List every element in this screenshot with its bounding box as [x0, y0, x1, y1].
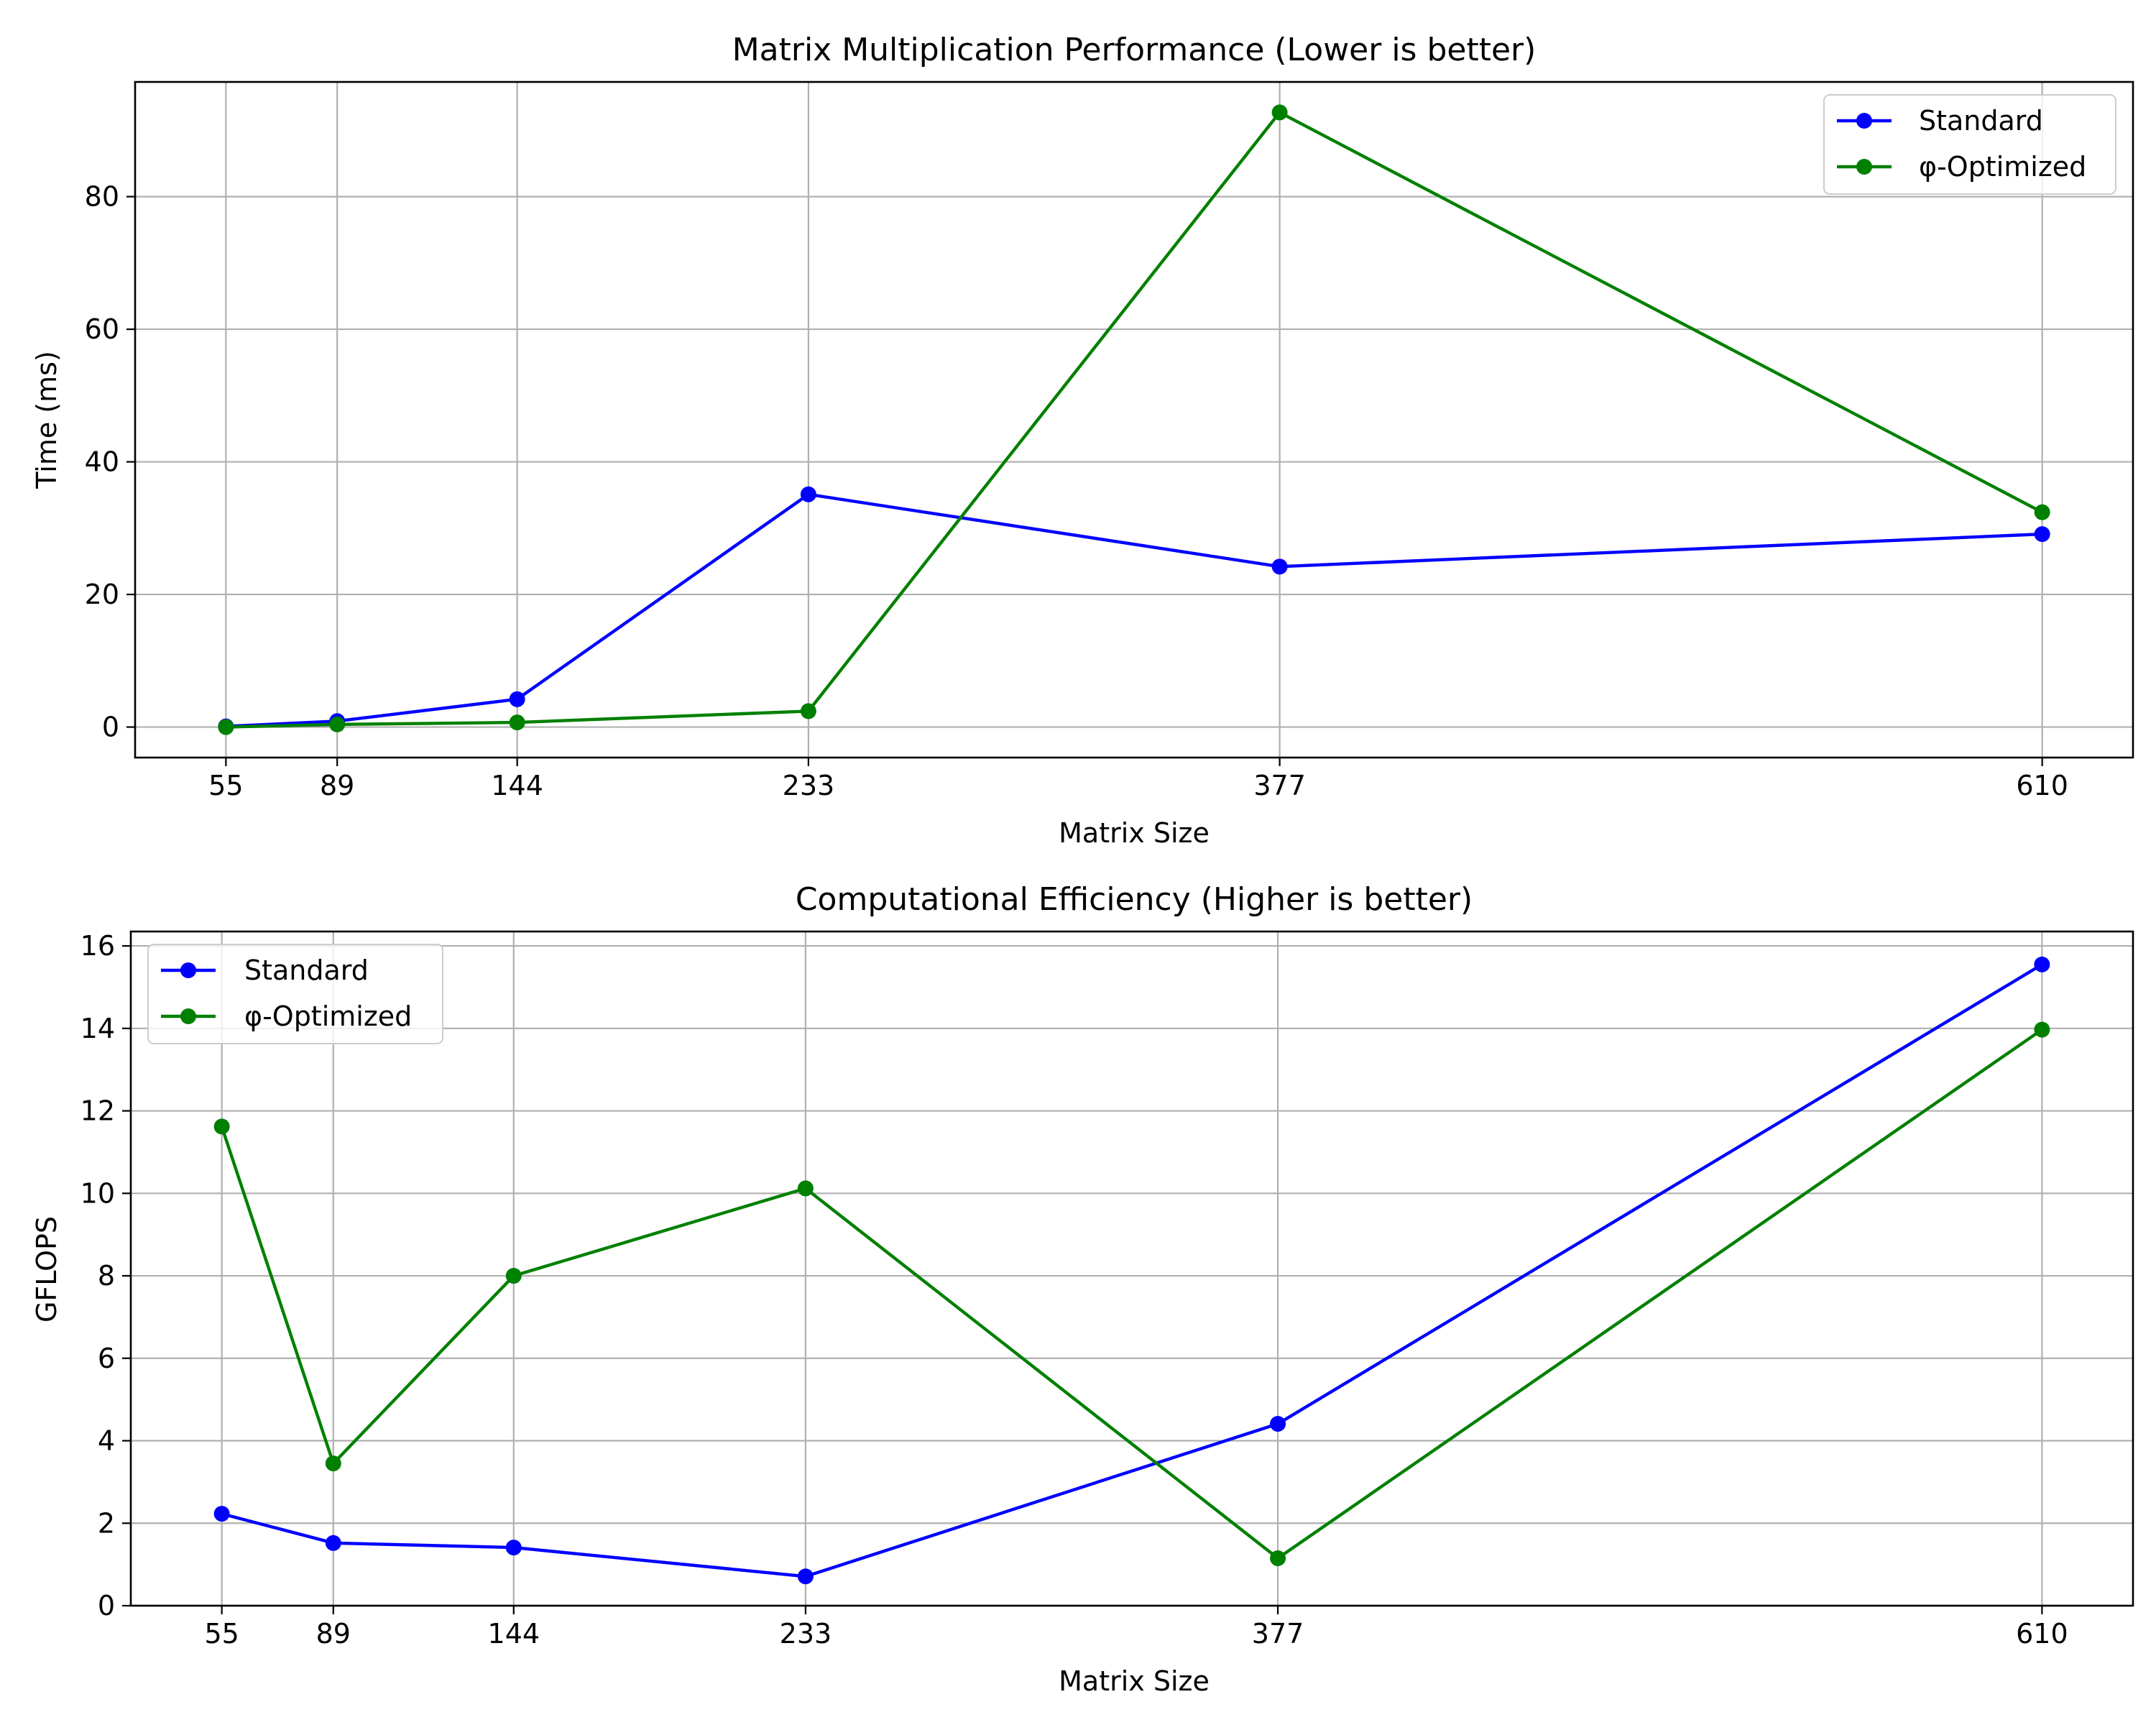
- time-chart-y-tick-label: 80: [85, 181, 119, 213]
- gflops-chart-y-tick-label: 2: [98, 1507, 115, 1539]
- time-chart-standard-point: [509, 691, 525, 707]
- gflops-chart-optimized-point: [325, 1455, 341, 1472]
- time-chart-series: [218, 104, 2050, 735]
- gflops-chart-standard-line: [220, 962, 2044, 1578]
- gflops-chart-x-tick-label: 610: [2016, 1618, 2068, 1650]
- time-chart-legend-frame: [1823, 94, 2116, 195]
- gflops-chart-x-tick-label: 233: [780, 1618, 832, 1650]
- gflops-chart-optimized-line: [220, 1028, 2044, 1560]
- gflops-chart-y-tick-label: 14: [80, 1013, 115, 1044]
- time-chart-y-axis-label: Time (ms): [31, 351, 63, 489]
- gflops-chart-optimized-point: [505, 1268, 522, 1284]
- time-chart-y-tick-label: 40: [85, 446, 119, 478]
- gflops-chart-y-axis-label: GFLOPS: [31, 1216, 63, 1322]
- time-chart-optimized-point: [800, 703, 816, 719]
- gflops-chart-legend-frame: [147, 944, 443, 1044]
- time-chart-x-tick-label: 377: [1253, 770, 1306, 801]
- time-chart-x-tick-label: 610: [2016, 770, 2068, 801]
- gflops-chart-standard-point: [1270, 1415, 1286, 1432]
- gflops-chart-series: [213, 956, 2050, 1585]
- time-chart-standard-line: [224, 492, 2044, 728]
- time-chart-optimized-point: [329, 716, 346, 732]
- gflops-chart-standard-point: [325, 1535, 341, 1551]
- time-chart-x-axis-label: Matrix Size: [1059, 817, 1210, 849]
- gflops-chart-optimized-point: [1270, 1550, 1286, 1567]
- time-chart-optimized-point: [2034, 504, 2050, 520]
- gflops-chart-legend-optimized-marker: [180, 1008, 196, 1024]
- gflops-chart-standard-point: [213, 1506, 230, 1522]
- gflops-chart-ticks: 55 89 144 233 377 610 0 2 4 6 8 10 12 14 16: [80, 930, 2068, 1650]
- time-chart-optimized-line: [224, 111, 2044, 729]
- time-chart-y-tick-label: 20: [85, 579, 119, 610]
- time-chart-x-tick-label: 144: [491, 770, 543, 801]
- gflops-chart-x-tick-label: 55: [204, 1618, 239, 1650]
- gflops-chart-legend-standard-marker: [180, 962, 196, 978]
- time-chart-optimized-point: [218, 719, 234, 735]
- time-chart-x-tick-label: 55: [208, 770, 243, 801]
- gflops-chart-optimized-point: [2034, 1021, 2050, 1038]
- time-chart-standard-point: [800, 486, 816, 502]
- time-chart-standard-point: [2034, 526, 2050, 543]
- time-chart-legend-standard-marker: [1856, 113, 1872, 129]
- gflops-chart-optimized-point: [797, 1180, 814, 1197]
- time-chart-optimized-point: [509, 714, 525, 731]
- gflops-chart-legend-standard-label: Standard: [244, 954, 369, 986]
- gflops-chart-legend: Standard φ-Optimized: [147, 944, 443, 1044]
- gflops-chart-y-tick-label: 0: [98, 1590, 115, 1622]
- gflops-chart-y-tick-label: 4: [98, 1425, 115, 1457]
- gflops-chart-standard-point: [2034, 956, 2050, 972]
- gflops-chart-y-tick-label: 10: [80, 1177, 115, 1209]
- time-chart-ticks: 55 89 144 233 377 610 0 20 40 60 80: [85, 181, 2068, 801]
- time-chart-x-tick-label: 89: [320, 770, 354, 801]
- gflops-chart-y-tick-label: 12: [80, 1095, 115, 1127]
- time-chart-title: Matrix Multiplication Performance (Lower…: [732, 32, 1537, 68]
- time-chart-legend-optimized-marker: [1856, 159, 1872, 175]
- gflops-chart-x-tick-label: 89: [316, 1618, 351, 1650]
- gflops-chart-standard-point: [505, 1540, 522, 1556]
- time-chart-standard-point: [1271, 558, 1288, 575]
- gflops-chart-x-tick-label: 144: [488, 1618, 540, 1650]
- gflops-chart-optimized-point: [213, 1118, 230, 1135]
- gflops-chart-legend-optimized-label: φ-Optimized: [244, 1000, 412, 1032]
- time-chart-grid: [135, 82, 2133, 758]
- gflops-chart-axes-frame: [129, 930, 2134, 1607]
- gflops-chart-y-tick-label: 6: [98, 1343, 115, 1374]
- time-chart-legend: Standard φ-Optimized: [1823, 94, 2116, 195]
- gflops-chart-x-tick-label: 377: [1252, 1618, 1304, 1650]
- gflops-chart: Computational Efficiency (Higher is bett…: [31, 881, 2134, 1697]
- time-chart-axes-frame: [134, 80, 2134, 759]
- gflops-chart-standard-point: [797, 1568, 814, 1585]
- time-chart-optimized-point: [1271, 104, 1288, 121]
- gflops-chart-y-tick-label: 16: [80, 930, 115, 962]
- gflops-chart-title: Computational Efficiency (Higher is bett…: [796, 881, 1473, 918]
- time-chart-legend-standard-label: Standard: [1919, 105, 2043, 137]
- gflops-chart-y-tick-label: 8: [98, 1260, 115, 1292]
- time-chart-x-tick-label: 233: [783, 770, 835, 801]
- time-chart-y-tick-label: 0: [102, 712, 119, 743]
- time-chart: Matrix Multiplication Performance (Lower…: [31, 32, 2134, 849]
- time-chart-legend-optimized-label: φ-Optimized: [1919, 151, 2086, 183]
- gflops-chart-x-axis-label: Matrix Size: [1059, 1665, 1210, 1697]
- time-chart-y-tick-label: 60: [85, 313, 119, 345]
